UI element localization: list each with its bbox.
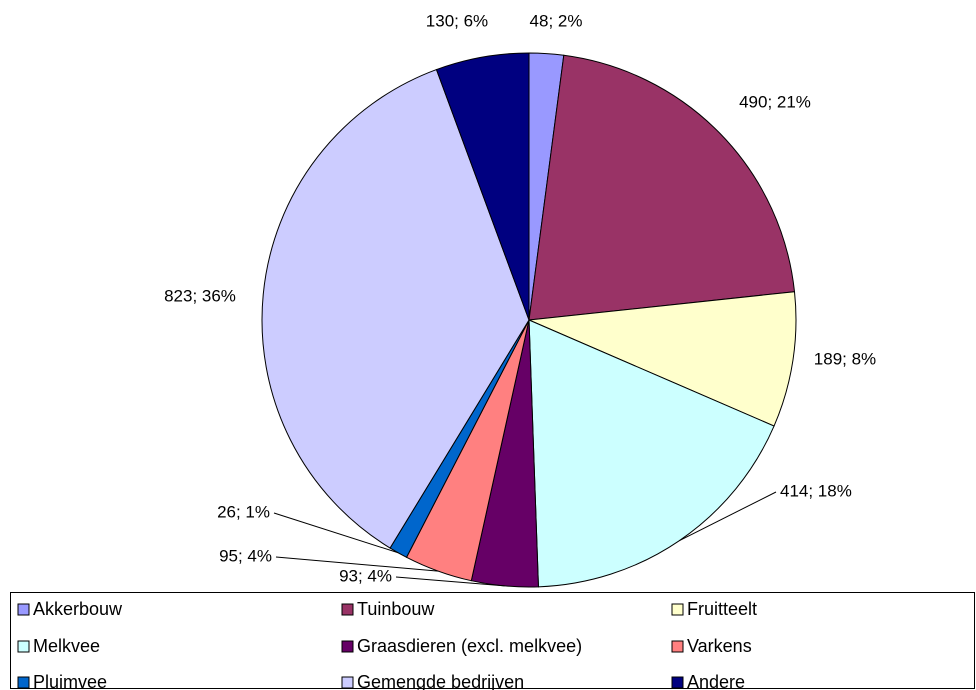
legend-label: Pluimvee (33, 672, 107, 690)
data-label: 414; 18% (780, 481, 852, 500)
legend-label: Graasdieren (excl. melkvee) (357, 636, 582, 656)
data-label: 93; 4% (339, 566, 392, 585)
pie-slice (528, 319, 775, 588)
data-label: 130; 6% (426, 11, 488, 30)
leader-line (679, 491, 777, 541)
legend-label: Melkvee (33, 636, 100, 656)
data-label: 490; 21% (739, 92, 811, 111)
legend-swatch (341, 676, 354, 689)
legend-label: Varkens (687, 636, 752, 656)
pie-slice (435, 52, 530, 321)
data-label: 48; 2% (530, 11, 583, 30)
legend-label: Tuinbouw (357, 599, 435, 619)
legend-swatch (17, 603, 30, 616)
legend-swatch (671, 603, 684, 616)
legend-label: Akkerbouw (33, 599, 123, 619)
legend-swatch (17, 640, 30, 653)
legend-swatch (17, 676, 30, 689)
legend-swatch (341, 603, 354, 616)
legend-swatch (671, 676, 684, 689)
pie-slice (261, 68, 530, 549)
pie-slice (527, 291, 797, 427)
pie-slice (528, 54, 796, 321)
legend-swatch (341, 640, 354, 653)
data-label: 95; 4% (219, 546, 272, 565)
legend-label: Gemengde bedrijven (357, 672, 524, 690)
data-label: 823; 36% (164, 286, 236, 305)
legend-label: Fruitteelt (687, 599, 757, 619)
data-label: 26; 1% (217, 502, 270, 521)
legend-label: Andere (687, 672, 745, 690)
legend-box (10, 592, 975, 689)
data-label: 189; 8% (814, 349, 876, 368)
legend-swatch (671, 640, 684, 653)
leader-line (275, 556, 439, 572)
leader-line (273, 512, 399, 554)
leader-line (395, 576, 505, 587)
